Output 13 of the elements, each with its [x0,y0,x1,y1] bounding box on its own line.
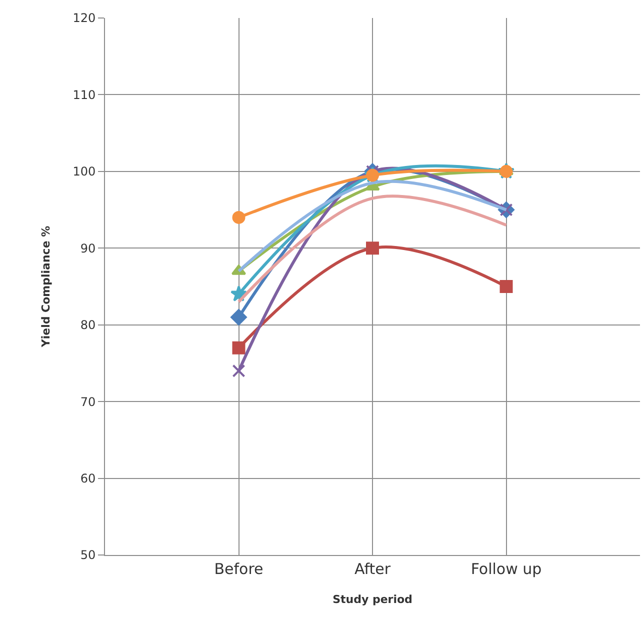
y-tick-label: 120 [72,11,96,26]
y-axis-title: Yield Compliance % [39,226,52,348]
y-tick-label: 90 [80,241,96,256]
y-tick-label: 110 [72,88,96,102]
y-tick-label: 80 [80,318,96,332]
x-tick-label: After [354,560,392,578]
y-tick-label: 70 [80,394,96,409]
y-tick-label: 50 [80,548,96,562]
x-tick-label: Before [214,560,264,578]
y-tick-label: 100 [72,164,96,179]
x-tick-label: Follow up [470,560,542,578]
x-axis-title: Study period [332,593,412,606]
y-tick-label: 60 [80,471,96,486]
